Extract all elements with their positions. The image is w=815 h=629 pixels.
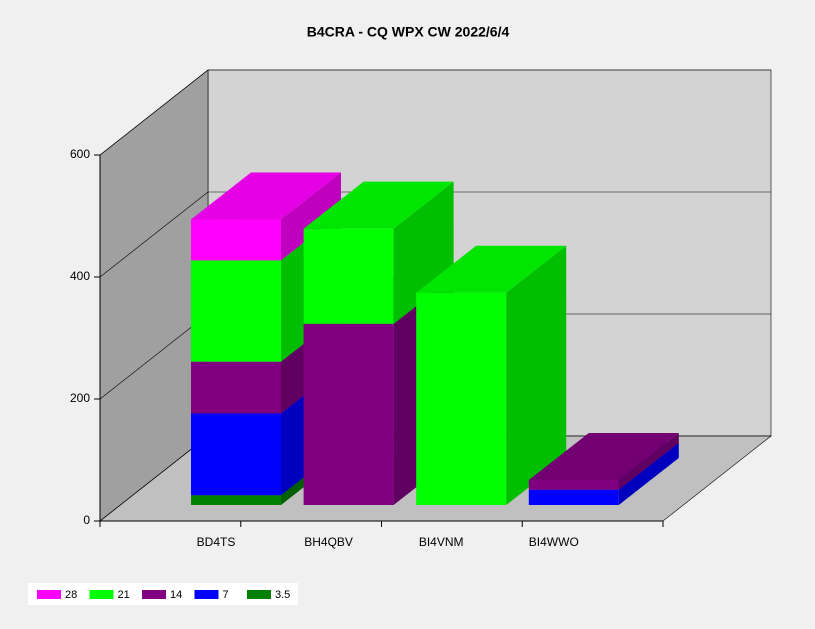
bar-side — [618, 432, 679, 490]
bar-segment — [191, 413, 281, 496]
y-tick-label: 600 — [70, 147, 90, 161]
bar-side — [618, 442, 679, 505]
legend-label: 28 — [65, 589, 77, 601]
legend-swatch — [142, 590, 166, 599]
x-tick-label: BH4QBV — [304, 535, 353, 549]
bar-top — [416, 245, 567, 293]
y-tick-label: 200 — [70, 391, 90, 405]
bar-side — [281, 172, 341, 261]
bar-segment — [191, 361, 281, 414]
bar-segment — [303, 228, 394, 324]
bar-segment — [191, 495, 281, 505]
legend-label: 14 — [170, 589, 182, 601]
x-tick-label: BD4TS — [197, 535, 236, 549]
bar-top — [191, 172, 341, 220]
legend-label: 3.5 — [275, 589, 290, 601]
x-tick-label: BI4WWO — [529, 535, 579, 549]
grid-line — [99, 435, 209, 522]
grid-line — [99, 191, 209, 278]
legend-swatch — [247, 590, 271, 599]
bar-side — [506, 245, 567, 505]
bar-segment — [191, 260, 281, 362]
legend-label: 21 — [118, 589, 130, 601]
x-tick-label: BI4VNM — [419, 535, 464, 549]
legend-swatch — [89, 590, 114, 599]
legend-swatch — [194, 590, 219, 599]
legend-label: 7 — [223, 589, 229, 601]
grid-line — [99, 313, 209, 400]
bar-top — [303, 181, 454, 229]
bar-top — [528, 432, 679, 480]
chart-title: B4CRA - CQ WPX CW 2022/6/4 — [307, 24, 510, 40]
grid-line — [99, 69, 209, 156]
bar-segment — [303, 323, 394, 505]
bar-segment — [191, 219, 281, 261]
bar-segment — [416, 292, 507, 505]
bar-segment — [528, 479, 619, 490]
bar-segment — [528, 489, 619, 505]
y-tick-label: 0 — [83, 513, 90, 527]
legend-swatch — [37, 590, 61, 599]
y-tick-label: 400 — [70, 269, 90, 283]
